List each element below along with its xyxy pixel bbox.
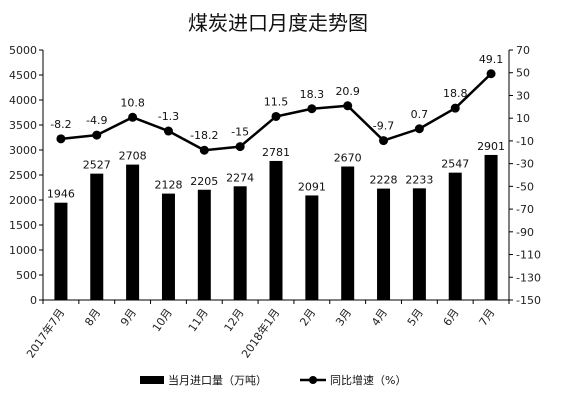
line-point xyxy=(92,130,102,140)
x-tick-label: 4月 xyxy=(369,306,390,328)
line-value-label: 18.3 xyxy=(300,88,325,101)
line-value-label: -4.9 xyxy=(86,114,107,127)
line-point xyxy=(128,112,138,122)
x-tick-label: 5月 xyxy=(405,306,426,328)
legend-bar-swatch xyxy=(140,376,164,384)
y-left-tick-label: 3000 xyxy=(9,144,37,157)
y-left-tick-label: 4500 xyxy=(9,69,37,82)
x-tick-label: 10月 xyxy=(150,306,175,334)
y-right-tick-label: -130 xyxy=(516,271,541,284)
bar xyxy=(412,188,426,300)
y-left-tick-label: 2000 xyxy=(9,194,37,207)
line-point xyxy=(450,103,460,113)
x-tick-label: 7月 xyxy=(477,306,498,328)
line-value-label: -18.2 xyxy=(190,129,218,142)
y-right-tick-label: 50 xyxy=(516,67,530,80)
bar xyxy=(233,186,247,300)
bar-value-label: 2527 xyxy=(83,159,111,172)
y-left-tick-label: 1500 xyxy=(9,219,37,232)
line-point xyxy=(163,126,173,136)
y-left-tick-label: 5000 xyxy=(9,44,37,57)
y-left-tick-label: 2500 xyxy=(9,169,37,182)
legend-bar-label: 当月进口量（万吨） xyxy=(168,373,267,387)
bar-value-label: 2233 xyxy=(405,173,433,186)
line-series xyxy=(56,69,496,155)
bar-value-label: 2128 xyxy=(154,179,182,192)
line-point xyxy=(271,111,281,121)
bar-value-label: 1946 xyxy=(47,188,75,201)
data-labels: 1946 2527 2708 2128 2205 2274 2781 2091 2670 2228… xyxy=(47,53,505,201)
line-point xyxy=(56,134,66,144)
x-tick-label: 2月 xyxy=(297,306,318,328)
legend: 当月进口量（万吨） 同比增速（%） xyxy=(140,373,406,387)
bar xyxy=(484,154,498,300)
x-tick-label: 9月 xyxy=(118,306,139,328)
bar xyxy=(197,189,211,300)
bar-value-label: 2205 xyxy=(190,175,218,188)
line-point xyxy=(486,69,496,79)
line-value-label: -15 xyxy=(231,126,249,139)
y-right-tick-label: -70 xyxy=(516,203,534,216)
y-right-tick-label: 70 xyxy=(516,44,530,57)
bar-value-label: 2708 xyxy=(119,150,147,163)
x-tick-label: 6月 xyxy=(441,306,462,328)
bar xyxy=(90,173,104,300)
x-tick-label: 11月 xyxy=(186,306,211,334)
y-right-tick-label: 30 xyxy=(516,89,530,102)
y-right-tick-label: 10 xyxy=(516,112,530,125)
chart-title: 煤炭进口月度走势图 xyxy=(188,11,368,35)
line-point xyxy=(414,124,424,134)
y-right-tick-label: -30 xyxy=(516,158,534,171)
bar-value-label: 2547 xyxy=(441,158,469,171)
legend-line-label: 同比增速（%） xyxy=(330,373,406,387)
bar-value-label: 2901 xyxy=(477,140,505,153)
bar-value-label: 2670 xyxy=(334,152,362,165)
line-value-label: 0.7 xyxy=(411,108,429,121)
bar xyxy=(305,195,319,300)
line-point xyxy=(379,136,389,146)
bars-series xyxy=(54,154,498,300)
y-left-tick-label: 1000 xyxy=(9,244,37,257)
x-tick-label: 12月 xyxy=(222,306,247,334)
line-value-label: 11.5 xyxy=(264,95,289,108)
line-value-label: 49.1 xyxy=(479,53,504,66)
line-point xyxy=(307,104,317,114)
line-point xyxy=(235,142,245,152)
x-tick-label: 8月 xyxy=(82,306,103,328)
bar-value-label: 2091 xyxy=(298,180,326,193)
bar xyxy=(448,172,462,300)
y-right-tick-label: -150 xyxy=(516,294,541,307)
bar xyxy=(377,188,391,300)
bar xyxy=(269,160,283,300)
line-value-label: -9.7 xyxy=(373,120,394,133)
line-value-label: -1.3 xyxy=(158,110,179,123)
line-value-label: 10.8 xyxy=(120,96,145,109)
x-tick-label: 2017年7月 xyxy=(23,306,67,361)
line-point xyxy=(199,145,209,155)
bar-value-label: 2228 xyxy=(370,174,398,187)
bar-value-label: 2781 xyxy=(262,146,290,159)
y-right-tick-label: -110 xyxy=(516,249,541,262)
y-right-tick-label: -90 xyxy=(516,226,534,239)
line-value-label: -8.2 xyxy=(50,118,71,131)
line-value-label: 20.9 xyxy=(335,85,360,98)
bar xyxy=(126,164,140,300)
y-left-tick-label: 3500 xyxy=(9,119,37,132)
legend-line-marker xyxy=(309,376,317,384)
x-tick-label: 3月 xyxy=(333,306,354,328)
y-left-tick-label: 500 xyxy=(16,269,37,282)
y-left-tick-label: 0 xyxy=(30,294,37,307)
bar xyxy=(161,193,175,300)
y-right-tick-label: -50 xyxy=(516,180,534,193)
y-left-tick-label: 4000 xyxy=(9,94,37,107)
line-value-label: 18.8 xyxy=(443,87,468,100)
bar xyxy=(54,202,68,300)
line-point xyxy=(343,101,353,111)
bar xyxy=(341,166,355,300)
y-right-tick-label: -10 xyxy=(516,135,534,148)
bar-value-label: 2274 xyxy=(226,171,254,184)
